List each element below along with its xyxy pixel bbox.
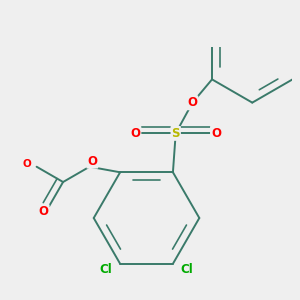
Text: O: O xyxy=(22,159,31,169)
Text: O: O xyxy=(211,127,221,140)
Text: O: O xyxy=(39,205,49,218)
Text: O: O xyxy=(188,96,197,109)
Text: Cl: Cl xyxy=(180,263,193,276)
Text: S: S xyxy=(172,127,180,140)
Text: Cl: Cl xyxy=(100,263,112,276)
Text: O: O xyxy=(130,127,140,140)
Text: O: O xyxy=(87,155,97,168)
